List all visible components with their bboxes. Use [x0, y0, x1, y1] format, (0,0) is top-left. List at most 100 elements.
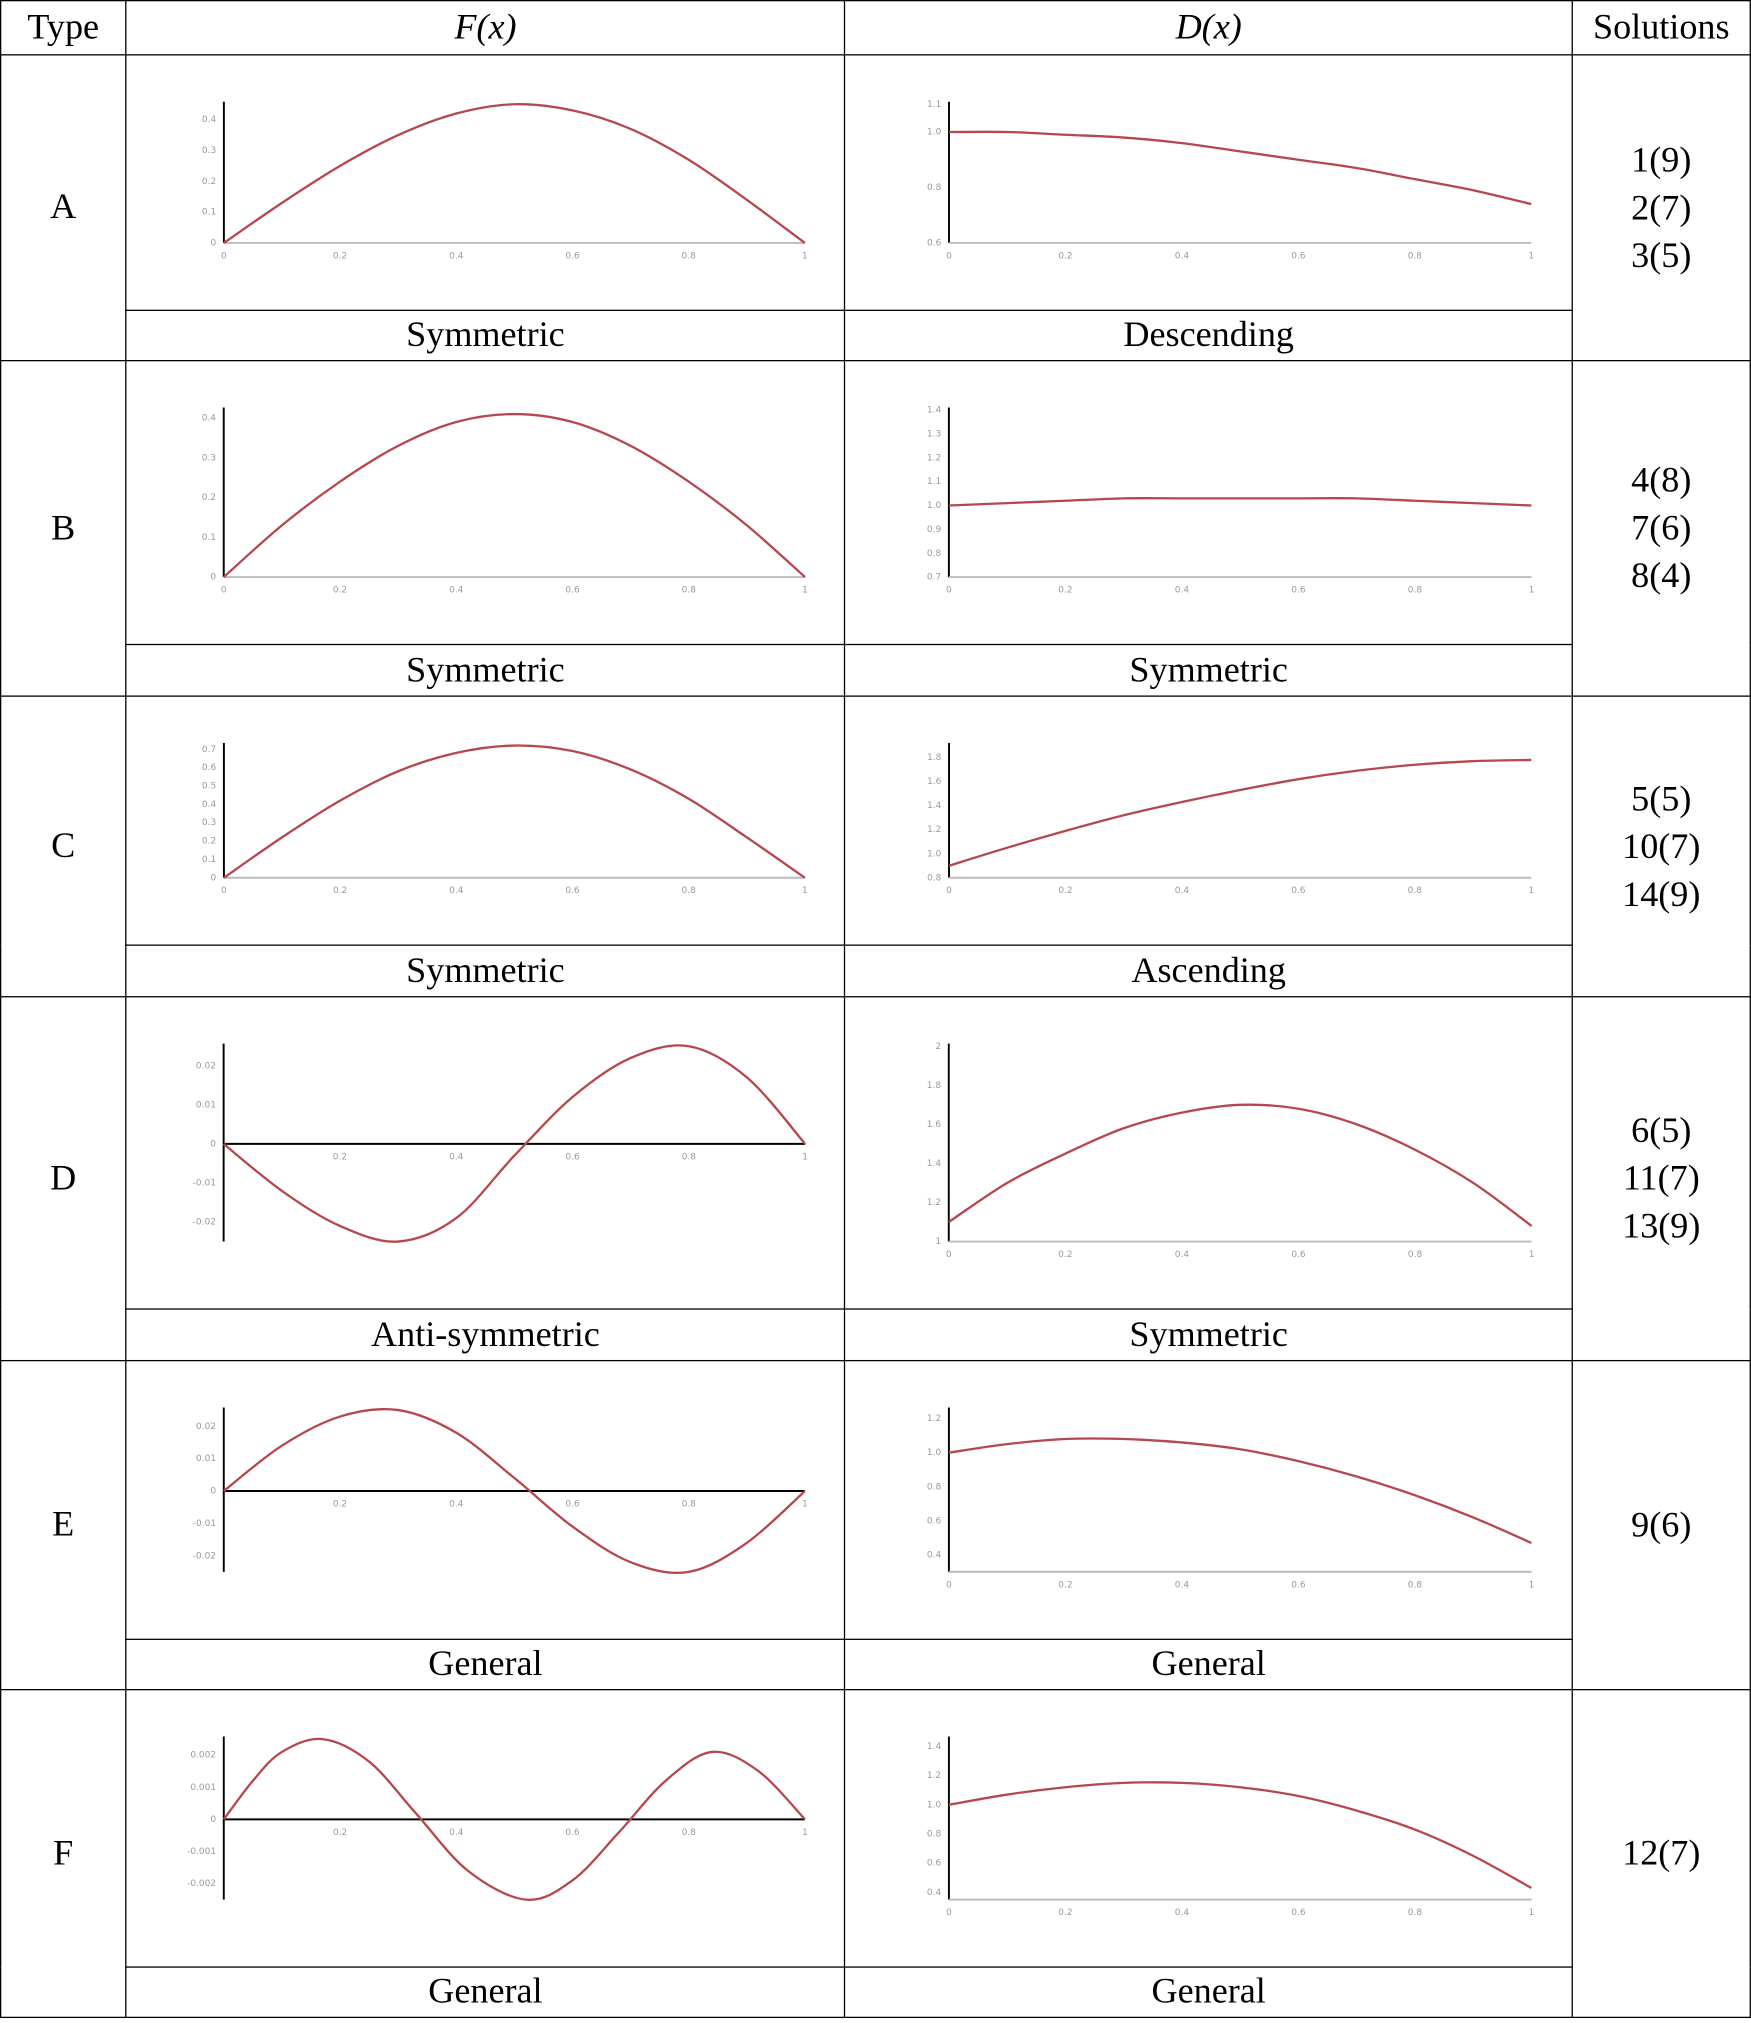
y-tick-label: 0: [210, 1139, 216, 1149]
solutions-cell: 9(6): [1571, 1359, 1751, 1691]
x-tick-label: 0.2: [1059, 251, 1073, 261]
x-tick-label: 0.6: [565, 1828, 580, 1838]
solutions-cell: 4(8) 7(6) 8(4): [1571, 359, 1751, 697]
y-tick-label: 1.8: [928, 753, 943, 763]
solutions-cell: 5(5) 10(7) 14(9): [1571, 695, 1751, 998]
x-tick-label: 0.2: [1059, 1580, 1073, 1590]
x-tick-label: 0.6: [1292, 1580, 1307, 1590]
x-tick-label: 0.6: [1292, 251, 1307, 261]
y-tick-label: 0.8: [928, 549, 943, 559]
x-tick-label: 0: [221, 585, 227, 595]
y-tick-label: 0.8: [928, 1482, 943, 1492]
x-tick-label: 0.4: [449, 886, 464, 896]
y-tick-label: 0.4: [202, 115, 217, 125]
y-tick-label: 1.1: [928, 477, 942, 487]
table-row-E: E -0.02 -0.01 0 0.01 0.02 0.2 0.4 0.6 0.8 1 0.4 0.…: [0, 1359, 1751, 1691]
y-tick-label: 0.02: [196, 1061, 216, 1071]
y-tick-label: 0.1: [202, 208, 216, 218]
dx-plot-cell: 0.4 0.6 0.8 1.0 1.2 1.4 0 0.2 0.4 0.6 0.8 1: [844, 1689, 1573, 1968]
x-tick-label: 0: [221, 251, 227, 261]
header-dx-text: D(x): [1175, 7, 1242, 48]
header-fx-text: F(x): [454, 7, 517, 48]
series-line: [949, 1437, 1533, 1544]
x-tick-label: 0.4: [1175, 251, 1190, 261]
x-tick-label: 0.2: [1059, 886, 1073, 896]
header-dx: D(x): [844, 0, 1573, 56]
y-tick-label: -0.002: [187, 1879, 216, 1889]
table-row-A: A 0 0.1 0.2 0.3 0.4 0 0.2 0.4 0.6 0.8 1 0.6 0.8 1.0 1…: [0, 54, 1751, 362]
y-tick-label: -0.02: [193, 1218, 216, 1228]
dx-label: General: [844, 1638, 1573, 1691]
fx-plot-cell: 0 0.1 0.2 0.3 0.4 0 0.2 0.4 0.6 0.8 1: [125, 54, 846, 311]
type-cell: C: [0, 695, 127, 998]
y-tick-label: 0.3: [202, 453, 216, 463]
series-line: [222, 1044, 806, 1243]
dx-plot-cell: 0.4 0.6 0.8 1.0 1.2 0 0.2 0.4 0.6 0.8 1: [844, 1359, 1573, 1640]
solution-item: 3(5): [1631, 235, 1692, 276]
x-tick-label: 0: [947, 1908, 953, 1918]
solution-item: 5(5): [1631, 778, 1692, 819]
y-tick-label: 0.4: [202, 414, 217, 424]
dx-plot-cell: 0.6 0.8 1.0 1.1 0 0.2 0.4 0.6 0.8 1: [844, 54, 1573, 311]
y-tick-label: 0.1: [202, 533, 216, 543]
solution-item: 11(7): [1622, 1158, 1700, 1199]
x-tick-label: 0.4: [449, 1499, 464, 1509]
fx-label: Symmetric: [125, 944, 846, 998]
series-line: [223, 744, 806, 879]
fx-label: General: [125, 1638, 846, 1691]
series-line: [949, 758, 1532, 867]
dx-chart: 0.6 0.8 1.0 1.1 0 0.2 0.4 0.6 0.8 1: [928, 100, 1535, 261]
x-tick-label: 0.8: [1409, 1250, 1424, 1260]
solution-item: 8(4): [1631, 556, 1692, 597]
x-tick-label: 0.6: [565, 886, 580, 896]
x-tick-label: 0.2: [333, 1828, 347, 1838]
y-tick-label: 0.001: [190, 1783, 216, 1793]
x-tick-label: 1: [802, 1499, 808, 1509]
y-tick-label: 0.3: [202, 146, 216, 156]
x-tick-label: 0.6: [1292, 1250, 1307, 1260]
table-row-C: C 0 0.1 0.2 0.3 0.4 0.5 0.6 0.7 0 0.2 0.4 0.6 0.8 1 0…: [0, 695, 1751, 998]
y-tick-label: 1.0: [928, 1448, 943, 1458]
label-row-A: Symmetric Descending: [1, 309, 1751, 362]
x-tick-label: 1: [1529, 251, 1535, 261]
fx-chart: -0.02 -0.01 0 0.01 0.02 0.2 0.4 0.6 0.8 1: [193, 1407, 808, 1574]
y-tick-label: 0.6: [928, 1516, 943, 1526]
fx-label: Anti-symmetric: [125, 1308, 846, 1362]
y-tick-label: -0.001: [187, 1847, 216, 1857]
y-tick-label: 1.0: [928, 501, 943, 511]
label-row-C: Symmetric Ascending: [1, 944, 1751, 998]
dx-plot-cell: 0.8 1.0 1.2 1.4 1.6 1.8 0 0.2 0.4 0.6 0.8 1: [844, 695, 1573, 946]
x-tick-label: 0.2: [1059, 1908, 1073, 1918]
y-tick-label: 0.6: [928, 238, 943, 248]
y-tick-label: 0.4: [928, 1888, 943, 1898]
table-row-F: F -0.002 -0.001 0 0.001 0.002 0.2 0.4 0.6 0.8 1 0…: [0, 1689, 1751, 2019]
x-tick-label: 0: [221, 886, 227, 896]
dx-chart: 0.8 1.0 1.2 1.4 1.6 1.8 0 0.2 0.4 0.6 0.8 1: [928, 742, 1535, 896]
y-tick-label: 0.02: [196, 1422, 216, 1432]
label-row-E: General General: [1, 1638, 1751, 1691]
header-solutions: Solutions: [1571, 0, 1751, 56]
y-tick-label: 1: [936, 1237, 942, 1247]
y-tick-label: 0: [210, 238, 216, 248]
table-row-D: D -0.02 -0.01 0 0.01 0.02 0.2 0.4 0.6 0.8 1 1 1.2 1…: [0, 996, 1751, 1362]
y-tick-label: 1.4: [927, 1159, 942, 1169]
x-tick-label: 0.4: [1175, 585, 1190, 595]
dx-chart: 1 1.2 1.4 1.6 1.8 2 0 0.2 0.4 0.6 0.8 1: [927, 1042, 1535, 1260]
dx-label: Symmetric: [844, 643, 1573, 697]
x-tick-label: 1: [1529, 1908, 1535, 1918]
solution-item: 10(7): [1622, 826, 1701, 867]
y-tick-label: 1.6: [927, 1120, 942, 1130]
solution-item: 6(5): [1631, 1110, 1692, 1151]
solution-item: 1(9): [1631, 139, 1692, 180]
y-tick-label: 0.01: [196, 1100, 216, 1110]
y-tick-label: 1.2: [928, 453, 942, 463]
fx-label: Symmetric: [125, 309, 846, 362]
fx-plot-cell: -0.02 -0.01 0 0.01 0.02 0.2 0.4 0.6 0.8 1: [125, 1359, 846, 1640]
header-type: Type: [0, 0, 127, 56]
y-tick-label: 0.01: [196, 1454, 216, 1464]
y-tick-label: 0.8: [928, 183, 943, 193]
dx-label: Descending: [844, 309, 1573, 362]
dx-label: Symmetric: [844, 1308, 1573, 1362]
y-tick-label: 1.2: [927, 1198, 941, 1208]
y-tick-label: 1.2: [928, 1414, 942, 1424]
